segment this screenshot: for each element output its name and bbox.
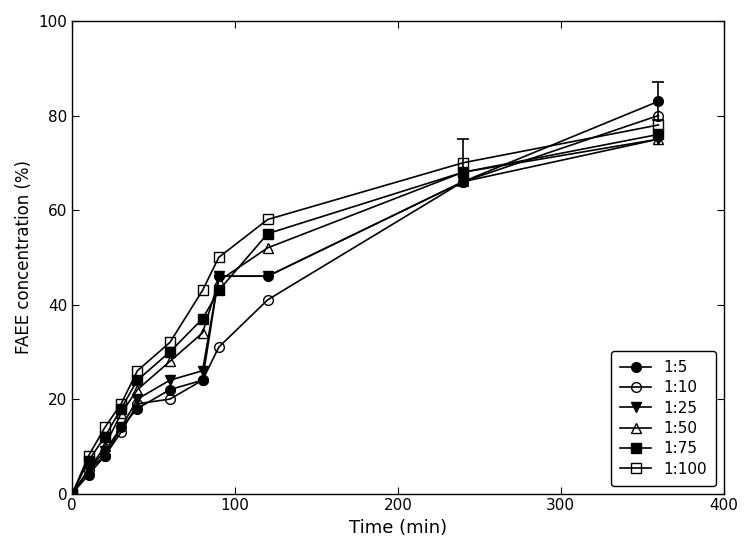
1:50 xyxy=(654,136,663,142)
1:5 xyxy=(459,178,468,185)
1:100 xyxy=(654,121,663,128)
1:25 xyxy=(68,490,77,497)
X-axis label: Time (min): Time (min) xyxy=(349,519,447,537)
Line: 1:100: 1:100 xyxy=(68,120,663,498)
1:10 xyxy=(459,178,468,185)
1:25 xyxy=(133,396,142,402)
1:5 xyxy=(263,273,272,279)
1:10 xyxy=(215,344,224,351)
1:10 xyxy=(166,396,175,402)
1:25 xyxy=(654,136,663,142)
1:75 xyxy=(263,230,272,237)
1:75 xyxy=(654,131,663,138)
1:10 xyxy=(84,466,93,473)
1:10 xyxy=(100,453,109,459)
1:10 xyxy=(133,401,142,407)
Line: 1:25: 1:25 xyxy=(68,134,663,498)
1:5 xyxy=(166,386,175,393)
1:100 xyxy=(198,287,207,294)
1:100 xyxy=(84,453,93,459)
1:10 xyxy=(68,490,77,497)
1:75 xyxy=(100,433,109,440)
1:75 xyxy=(166,348,175,355)
1:25 xyxy=(166,377,175,384)
1:25 xyxy=(263,273,272,279)
1:75 xyxy=(133,377,142,384)
1:75 xyxy=(459,169,468,176)
1:50 xyxy=(133,386,142,393)
1:5 xyxy=(654,98,663,105)
1:5 xyxy=(215,273,224,279)
1:25 xyxy=(100,448,109,454)
1:100 xyxy=(117,401,126,407)
1:5 xyxy=(133,405,142,412)
Line: 1:5: 1:5 xyxy=(68,97,663,498)
1:100 xyxy=(100,424,109,431)
Legend: 1:5, 1:10, 1:25, 1:50, 1:75, 1:100: 1:5, 1:10, 1:25, 1:50, 1:75, 1:100 xyxy=(611,351,716,486)
Y-axis label: FAEE concentration (%): FAEE concentration (%) xyxy=(15,160,33,354)
1:100 xyxy=(166,339,175,346)
1:25 xyxy=(459,178,468,185)
1:75 xyxy=(117,405,126,412)
1:50 xyxy=(263,245,272,251)
1:25 xyxy=(198,368,207,374)
1:50 xyxy=(166,358,175,364)
1:50 xyxy=(68,490,77,497)
1:5 xyxy=(100,453,109,459)
Line: 1:75: 1:75 xyxy=(68,130,663,498)
1:5 xyxy=(68,490,77,497)
1:10 xyxy=(654,112,663,119)
1:75 xyxy=(68,490,77,497)
1:100 xyxy=(459,160,468,166)
1:25 xyxy=(84,466,93,473)
1:50 xyxy=(117,410,126,417)
1:100 xyxy=(133,368,142,374)
Line: 1:50: 1:50 xyxy=(68,134,663,498)
1:10 xyxy=(198,377,207,384)
1:50 xyxy=(100,443,109,450)
Line: 1:10: 1:10 xyxy=(68,110,663,498)
1:10 xyxy=(117,429,126,436)
1:50 xyxy=(215,278,224,284)
1:50 xyxy=(198,330,207,336)
1:5 xyxy=(198,377,207,384)
1:25 xyxy=(215,273,224,279)
1:50 xyxy=(459,169,468,176)
1:75 xyxy=(215,287,224,294)
1:25 xyxy=(117,424,126,431)
1:5 xyxy=(117,424,126,431)
1:50 xyxy=(84,466,93,473)
1:10 xyxy=(263,296,272,303)
1:75 xyxy=(84,457,93,464)
1:100 xyxy=(263,216,272,223)
1:75 xyxy=(198,315,207,322)
1:100 xyxy=(68,490,77,497)
1:5 xyxy=(84,471,93,478)
1:100 xyxy=(215,254,224,261)
